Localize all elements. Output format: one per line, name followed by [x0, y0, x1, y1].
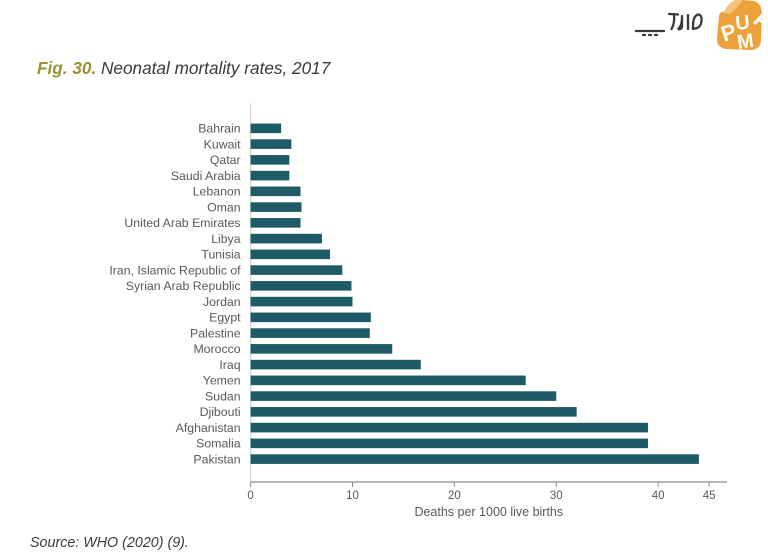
svg-text:Jordan: Jordan: [203, 295, 241, 309]
svg-text:Somalia: Somalia: [196, 437, 241, 451]
svg-text:40: 40: [652, 490, 665, 502]
svg-text:Palestine: Palestine: [190, 326, 241, 340]
svg-text:Iran, Islamic Republic of: Iran, Islamic Republic of: [109, 263, 241, 277]
svg-text:0: 0: [247, 490, 253, 502]
svg-text:Deaths per 1000 live births: Deaths per 1000 live births: [414, 505, 563, 519]
svg-text:Sudan: Sudan: [205, 389, 241, 403]
svg-text:United Arab Emirates: United Arab Emirates: [124, 216, 240, 230]
svg-text:Syrian Arab Republic: Syrian Arab Republic: [126, 279, 241, 293]
svg-text:Tunisia: Tunisia: [201, 248, 240, 262]
svg-text:Bahrain: Bahrain: [198, 122, 241, 136]
svg-text:Libya: Libya: [211, 232, 241, 246]
svg-text:10: 10: [346, 490, 359, 502]
svg-text:Pakistan: Pakistan: [193, 452, 240, 466]
svg-text:Kuwait: Kuwait: [204, 137, 241, 151]
svg-text:Qatar: Qatar: [210, 153, 241, 167]
svg-text:Saudi Arabia: Saudi Arabia: [171, 169, 241, 183]
svg-text:Lebanon: Lebanon: [193, 185, 241, 199]
svg-text:20: 20: [448, 490, 461, 502]
svg-text:30: 30: [550, 490, 563, 502]
svg-text:Oman: Oman: [207, 200, 241, 214]
svg-text:45: 45: [703, 490, 716, 502]
svg-text:Djibouti: Djibouti: [200, 405, 241, 419]
svg-text:Yemen: Yemen: [203, 374, 241, 388]
svg-text:Afghanistan: Afghanistan: [176, 421, 241, 435]
svg-text:Egypt: Egypt: [209, 311, 241, 325]
svg-text:Iraq: Iraq: [219, 358, 240, 372]
svg-text:Morocco: Morocco: [193, 342, 240, 356]
